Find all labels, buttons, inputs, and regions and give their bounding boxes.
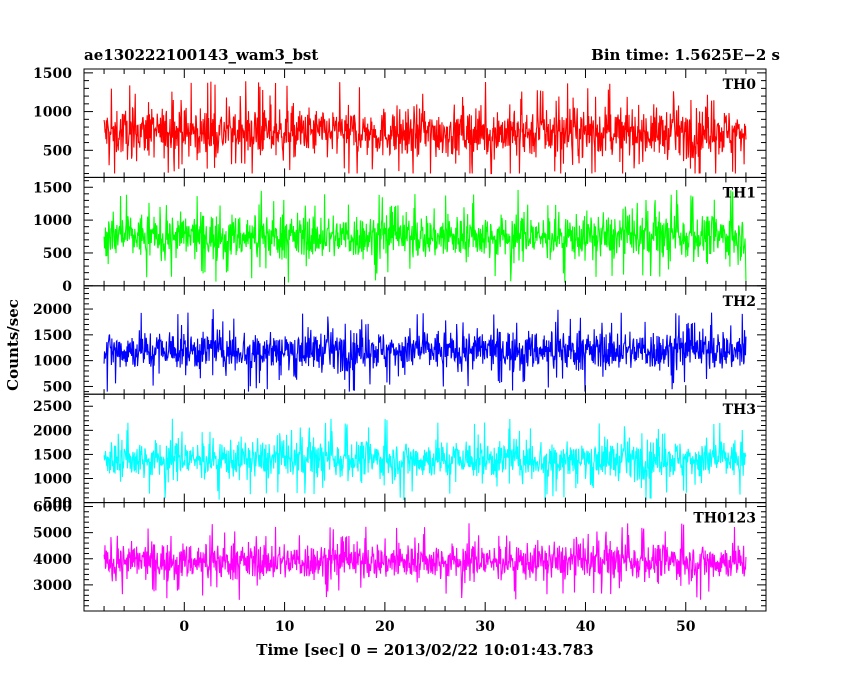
chart-title: ae130222100143_wam3_bst <box>84 46 318 64</box>
panel-th1: 0 500 1000 1500 TH1 <box>33 176 767 295</box>
y-tick-label: 500 <box>43 246 72 262</box>
y-tick-label: 1500 <box>33 66 72 82</box>
panel-label-th2: TH2 <box>723 294 756 310</box>
panel-label-th0123: TH0123 <box>693 511 756 527</box>
y-tick-label: 1000 <box>33 472 72 488</box>
panel-th0: 500 1000 1500 TH0 <box>33 66 767 178</box>
series-th0123 <box>103 523 747 600</box>
series-th0 <box>103 81 747 175</box>
panel-label-th0: TH0 <box>723 77 757 93</box>
y-tick-label: 4000 <box>33 552 72 568</box>
x-axis-label: Time [sec] 0 = 2013/02/22 10:01:43.783 <box>256 641 593 659</box>
panel-frame <box>83 393 767 504</box>
y-tick-label: 1500 <box>33 180 72 196</box>
panel-label-th3: TH3 <box>723 402 756 418</box>
series-th2 <box>103 309 747 392</box>
panel-th2: 500 1000 1500 2000 TH2 <box>33 285 767 395</box>
x-tick-label: 40 <box>576 619 596 635</box>
y-tick-label: 1000 <box>33 213 72 229</box>
y-tick-label: 1500 <box>33 328 72 344</box>
x-tick-label: 0 <box>179 619 189 635</box>
y-tick-label: 500 <box>43 496 72 512</box>
y-tick-label: 5000 <box>33 526 72 542</box>
x-tick-label: 20 <box>375 619 395 635</box>
y-tick-label: 2500 <box>33 399 72 415</box>
bin-time-label: Bin time: 1.5625E−2 s <box>591 46 780 64</box>
series-th1 <box>103 189 747 283</box>
series-th3 <box>103 418 747 501</box>
y-tick-label: 0 <box>62 279 72 295</box>
y-tick-label: 500 <box>43 379 72 395</box>
y-tick-label: 3000 <box>33 578 72 594</box>
y-tick-label: 6000 <box>33 500 72 516</box>
y-tick-label: 1000 <box>33 354 72 370</box>
y-tick-label: 1500 <box>33 447 72 463</box>
panel-th0123: 3000 4000 5000 6000 TH0123 <box>33 500 767 612</box>
y-axis-label: Counts/sec <box>4 299 22 391</box>
panel-label-th1: TH1 <box>723 185 756 201</box>
panel-th3: 500 1000 1500 2000 2500 TH3 <box>33 393 767 512</box>
x-tick-label: 50 <box>676 619 696 635</box>
y-tick-label: 2000 <box>33 302 72 318</box>
x-tick-label: 30 <box>475 619 495 635</box>
y-tick-label: 500 <box>43 143 72 159</box>
y-tick-label: 2000 <box>33 423 72 439</box>
y-tick-label: 1000 <box>33 105 72 121</box>
x-tick-label: 10 <box>275 619 295 635</box>
